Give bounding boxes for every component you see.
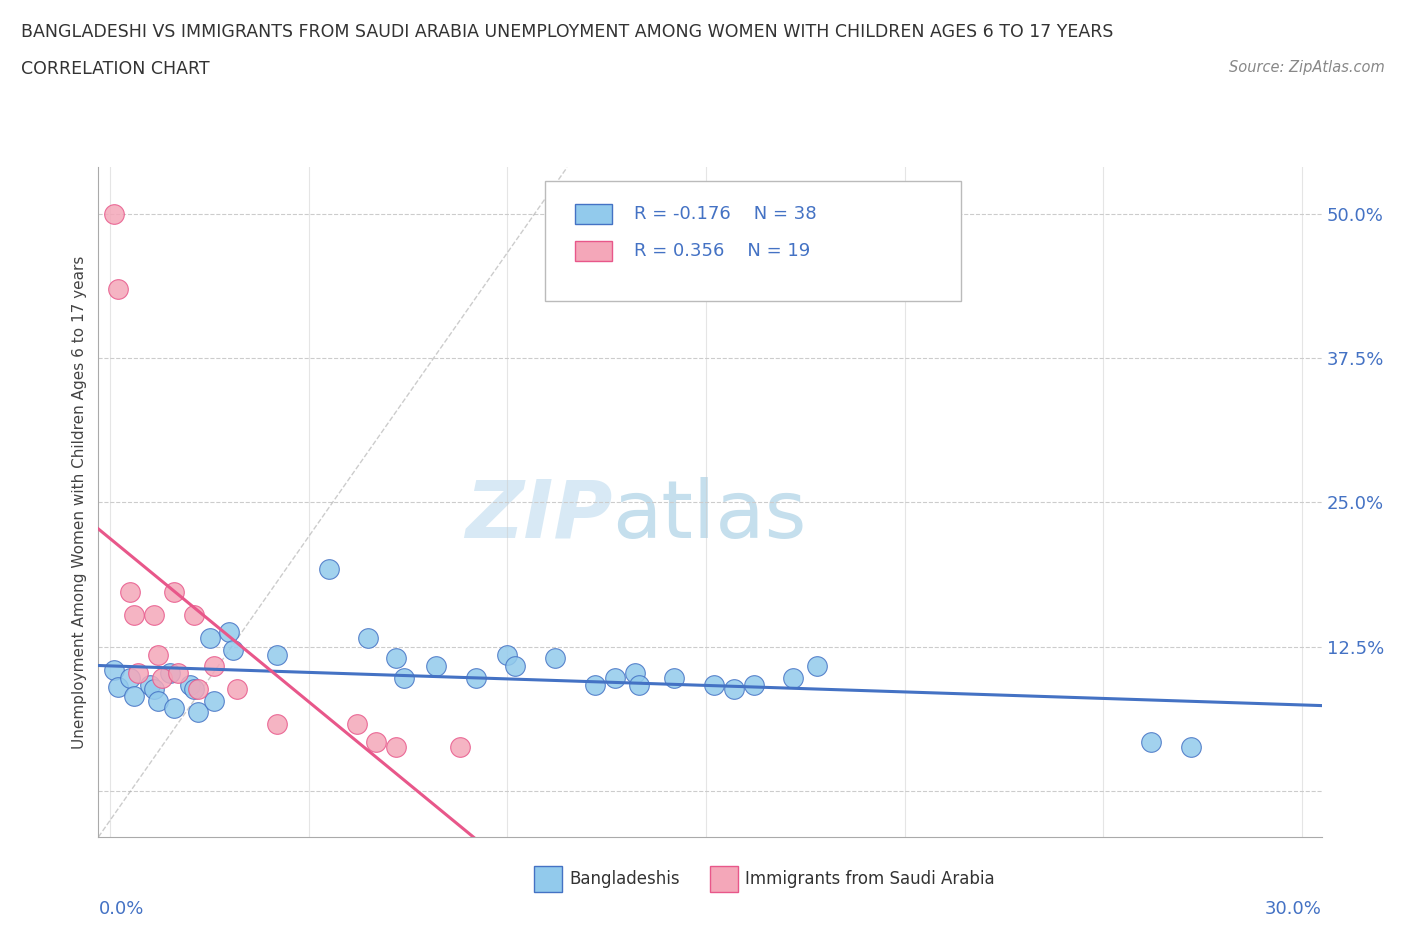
Point: [122, 689, 145, 704]
Text: R = 0.356    N = 19: R = 0.356 N = 19: [634, 242, 810, 260]
Point: [627, 677, 650, 692]
Point: [703, 677, 725, 692]
FancyBboxPatch shape: [575, 241, 612, 261]
Point: [143, 682, 166, 697]
Point: [505, 658, 527, 673]
Point: [782, 671, 804, 685]
Point: [150, 671, 173, 685]
Point: [318, 562, 340, 577]
Text: Bangladeshis: Bangladeshis: [569, 870, 681, 888]
Text: R = -0.176    N = 38: R = -0.176 N = 38: [634, 206, 817, 223]
Point: [103, 206, 125, 221]
Point: [742, 677, 765, 692]
Point: [120, 585, 142, 600]
Point: [449, 739, 471, 754]
Text: Source: ZipAtlas.com: Source: ZipAtlas.com: [1229, 60, 1385, 75]
FancyBboxPatch shape: [575, 205, 612, 224]
Point: [183, 608, 205, 623]
FancyBboxPatch shape: [546, 180, 960, 301]
Point: [496, 647, 519, 662]
Point: [425, 658, 447, 673]
Point: [179, 677, 201, 692]
Point: [146, 694, 169, 709]
Point: [385, 739, 408, 754]
Point: [346, 716, 368, 731]
Point: [202, 658, 225, 673]
Point: [357, 631, 380, 645]
Text: CORRELATION CHART: CORRELATION CHART: [21, 60, 209, 78]
Point: [664, 671, 686, 685]
Point: [187, 705, 209, 720]
Point: [583, 677, 606, 692]
Point: [464, 671, 486, 685]
Point: [603, 671, 626, 685]
Text: BANGLADESHI VS IMMIGRANTS FROM SAUDI ARABIA UNEMPLOYMENT AMONG WOMEN WITH CHILDR: BANGLADESHI VS IMMIGRANTS FROM SAUDI ARA…: [21, 23, 1114, 41]
Text: 30.0%: 30.0%: [1265, 900, 1322, 919]
Point: [127, 666, 149, 681]
Point: [103, 662, 125, 677]
Point: [143, 608, 166, 623]
Point: [122, 608, 145, 623]
Point: [623, 666, 645, 681]
Point: [1180, 739, 1202, 754]
Point: [222, 643, 245, 658]
Point: [159, 666, 181, 681]
Text: Immigrants from Saudi Arabia: Immigrants from Saudi Arabia: [745, 870, 995, 888]
Point: [198, 631, 221, 645]
Text: ZIP: ZIP: [465, 476, 612, 554]
Point: [163, 700, 186, 715]
Point: [146, 647, 169, 662]
Text: atlas: atlas: [612, 476, 807, 554]
Point: [183, 682, 205, 697]
Text: 0.0%: 0.0%: [98, 900, 143, 919]
Point: [806, 658, 828, 673]
Point: [266, 647, 288, 662]
Point: [163, 585, 186, 600]
Point: [187, 682, 209, 697]
Point: [166, 666, 188, 681]
Point: [392, 671, 415, 685]
Point: [1140, 735, 1163, 750]
Point: [723, 682, 745, 697]
Point: [385, 651, 408, 666]
Point: [218, 624, 240, 639]
Point: [107, 680, 129, 695]
Point: [366, 735, 388, 750]
Point: [139, 677, 162, 692]
Point: [120, 671, 142, 685]
Point: [544, 651, 567, 666]
Point: [107, 281, 129, 296]
Point: [202, 694, 225, 709]
Point: [266, 716, 288, 731]
Point: [226, 682, 249, 697]
Y-axis label: Unemployment Among Women with Children Ages 6 to 17 years: Unemployment Among Women with Children A…: [72, 256, 87, 749]
